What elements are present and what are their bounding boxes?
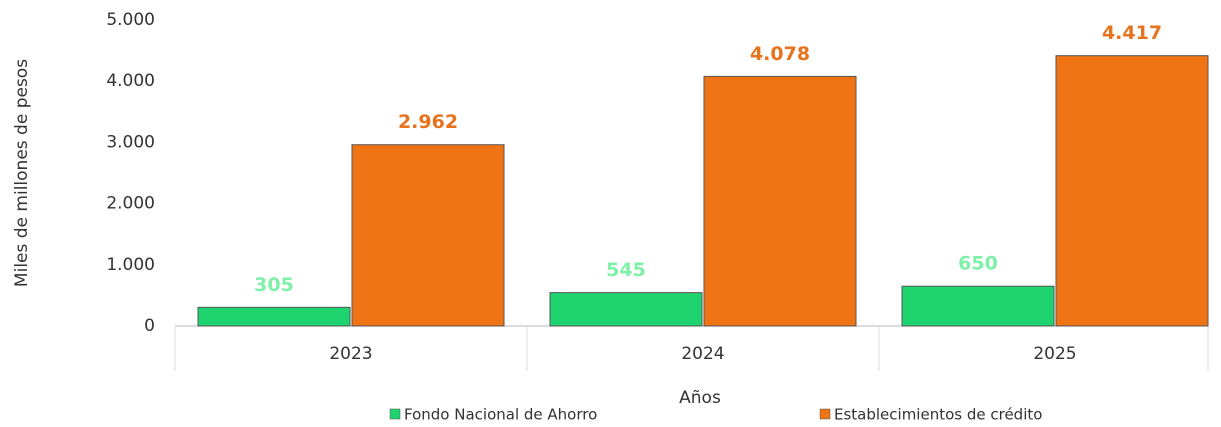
value-label: 545 <box>606 259 646 281</box>
legend-label: Fondo Nacional de Ahorro <box>404 406 597 424</box>
y-tick-label: 5.000 <box>106 10 155 30</box>
legend-swatch <box>389 408 401 420</box>
legend-swatch <box>819 408 831 420</box>
value-label: 4.078 <box>750 43 810 65</box>
x-tick-label: 2025 <box>1033 344 1076 364</box>
bar <box>1055 55 1209 327</box>
y-tick-label: 4.000 <box>106 71 155 91</box>
y-tick-label: 1.000 <box>106 255 155 275</box>
value-label: 4.417 <box>1102 22 1162 44</box>
value-label: 650 <box>958 253 998 275</box>
x-tick-label: 2024 <box>681 344 724 364</box>
bar <box>351 144 505 327</box>
bar <box>703 75 857 327</box>
legend-label: Establecimientos de crédito <box>834 406 1042 424</box>
y-tick-label: 3.000 <box>106 132 155 152</box>
x-tick-label: 2023 <box>329 344 372 364</box>
bar <box>197 306 351 327</box>
x-axis-title: Años <box>679 388 721 408</box>
bar <box>901 285 1055 327</box>
y-tick-label: 0 <box>144 316 155 336</box>
y-tick-label: 2.000 <box>106 194 155 214</box>
bar <box>549 292 703 327</box>
y-axis-title: Miles de millones de pesos <box>12 59 32 287</box>
value-label: 305 <box>254 274 294 296</box>
value-label: 2.962 <box>398 111 458 133</box>
